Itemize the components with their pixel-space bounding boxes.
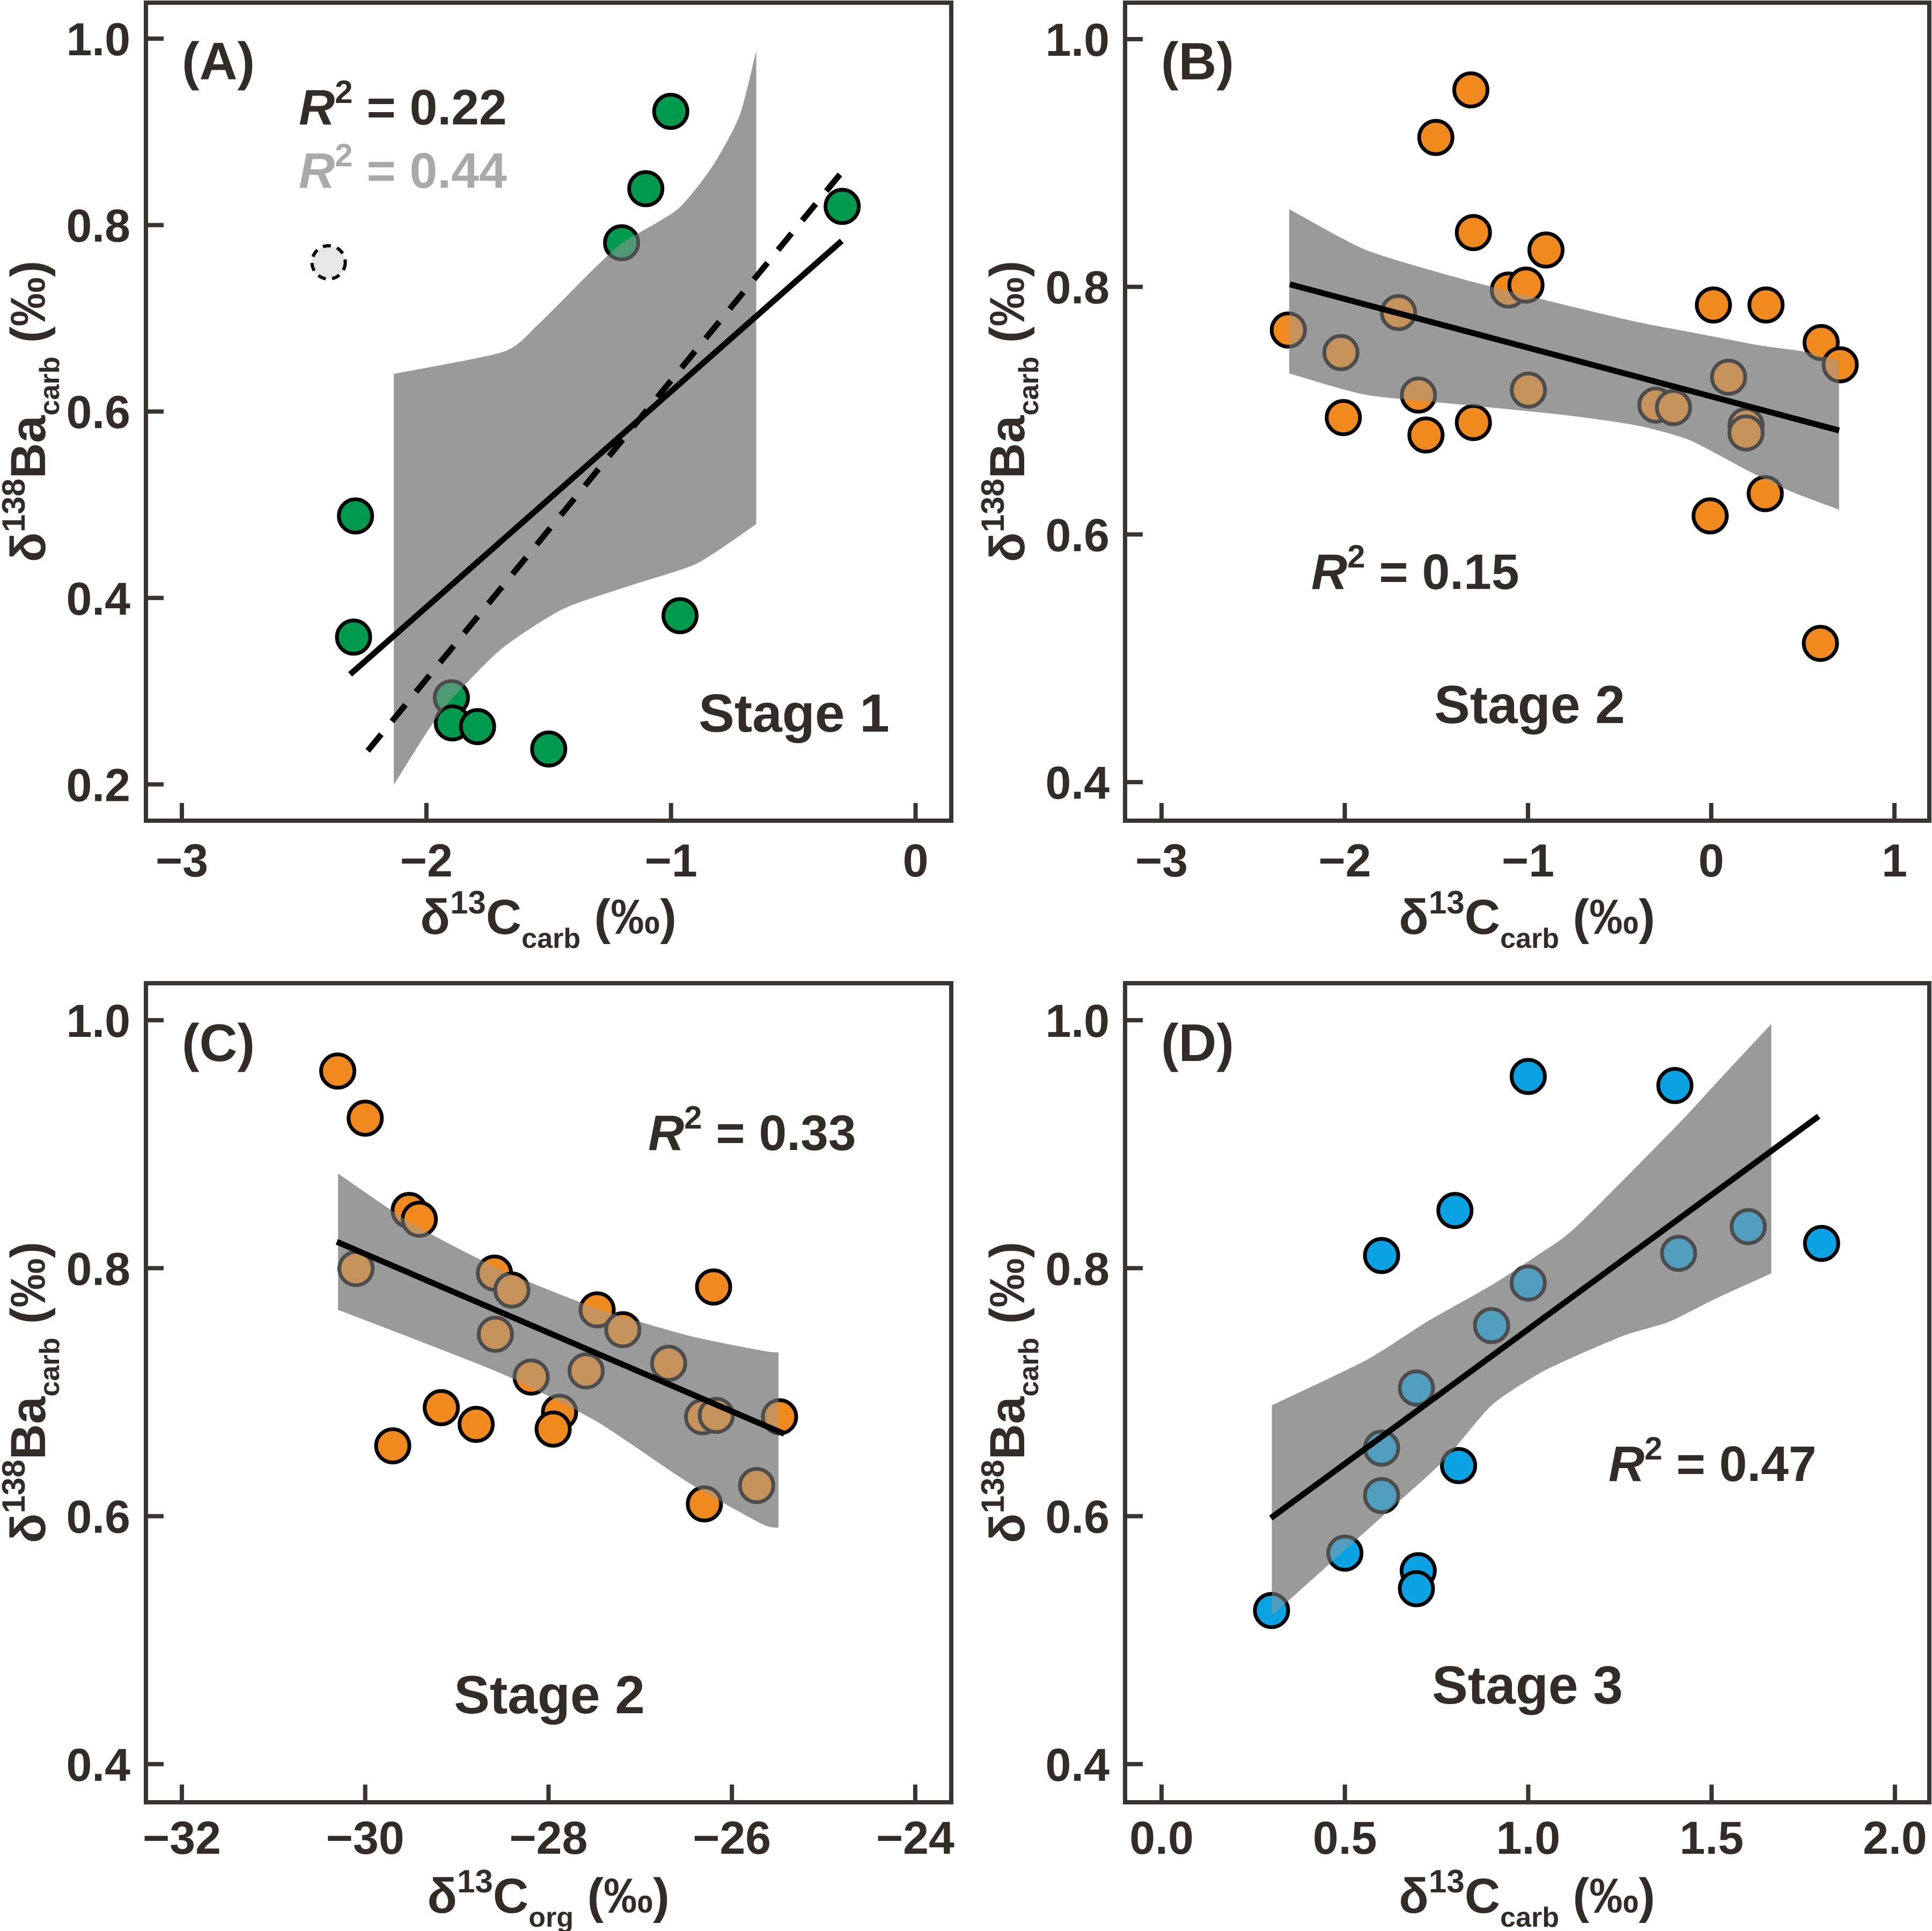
svg-text:−24: −24 [876,1812,954,1864]
svg-text:δ13Ccarb (‰): δ13Ccarb (‰) [420,885,677,954]
svg-text:0.6: 0.6 [66,387,130,438]
svg-text:−2: −2 [400,835,453,887]
svg-text:−2: −2 [1318,835,1371,887]
svg-text:1.0: 1.0 [66,996,130,1047]
svg-text:R2 = 0.22: R2 = 0.22 [299,74,507,135]
svg-text:1.0: 1.0 [1045,996,1110,1047]
svg-text:2.0: 2.0 [1863,1812,1927,1864]
svg-text:1: 1 [1882,835,1907,887]
svg-text:0.6: 0.6 [1045,510,1110,561]
svg-text:δ13Ccarb (‰): δ13Ccarb (‰) [1399,1863,1655,1931]
svg-text:Stage 2: Stage 2 [454,1665,645,1725]
svg-text:δ138Bacarb (‰): δ138Bacarb (‰) [0,261,65,562]
svg-text:−3: −3 [1135,835,1188,887]
svg-text:0.2: 0.2 [66,760,130,811]
svg-text:0.8: 0.8 [66,201,130,252]
svg-text:δ13Ccarb (‰): δ13Ccarb (‰) [1399,885,1655,954]
svg-text:0.8: 0.8 [1045,262,1110,314]
svg-text:−30: −30 [326,1812,405,1864]
svg-text:−1: −1 [645,835,697,887]
svg-text:1.5: 1.5 [1679,1812,1744,1864]
svg-text:−3: −3 [156,835,208,887]
svg-text:Stage 2: Stage 2 [1434,675,1625,735]
svg-text:(C): (C) [182,1013,255,1072]
svg-text:0.6: 0.6 [1045,1492,1110,1543]
svg-text:R2 = 0.33: R2 = 0.33 [648,1100,856,1161]
svg-text:−32: −32 [143,1812,221,1864]
svg-text:δ13Corg (‰): δ13Corg (‰) [427,1863,670,1931]
svg-text:0.4: 0.4 [1045,757,1110,809]
svg-text:0.8: 0.8 [66,1243,130,1295]
svg-text:R2 = 0.44: R2 = 0.44 [299,137,507,198]
svg-text:0.6: 0.6 [66,1492,130,1543]
svg-text:δ138Bacarb (‰): δ138Bacarb (‰) [975,261,1045,562]
svg-text:0.4: 0.4 [66,1740,130,1791]
svg-text:1.0: 1.0 [1045,14,1110,66]
svg-text:1.0: 1.0 [1496,1812,1561,1864]
svg-text:0.0: 0.0 [1129,1812,1194,1864]
svg-text:−28: −28 [509,1812,587,1864]
svg-text:(B): (B) [1161,32,1234,91]
svg-text:δ138Bacarb (‰): δ138Bacarb (‰) [0,1242,65,1543]
svg-text:Stage 3: Stage 3 [1432,1655,1623,1715]
svg-text:−26: −26 [693,1812,771,1864]
svg-text:0.4: 0.4 [66,573,130,625]
svg-text:Stage 1: Stage 1 [699,683,890,743]
svg-text:(A): (A) [182,32,255,91]
svg-text:0.4: 0.4 [1045,1740,1110,1791]
svg-text:0.8: 0.8 [1045,1243,1110,1295]
svg-text:1.0: 1.0 [66,14,130,65]
svg-text:−1: −1 [1502,835,1554,887]
svg-text:R2 = 0.15: R2 = 0.15 [1311,539,1519,600]
svg-text:R2 = 0.47: R2 = 0.47 [1608,1431,1817,1492]
svg-text:0: 0 [903,835,929,887]
svg-text:(D): (D) [1161,1013,1234,1072]
svg-text:0.5: 0.5 [1313,1812,1377,1864]
svg-text:δ138Bacarb (‰): δ138Bacarb (‰) [975,1242,1045,1543]
svg-text:0: 0 [1699,835,1724,887]
